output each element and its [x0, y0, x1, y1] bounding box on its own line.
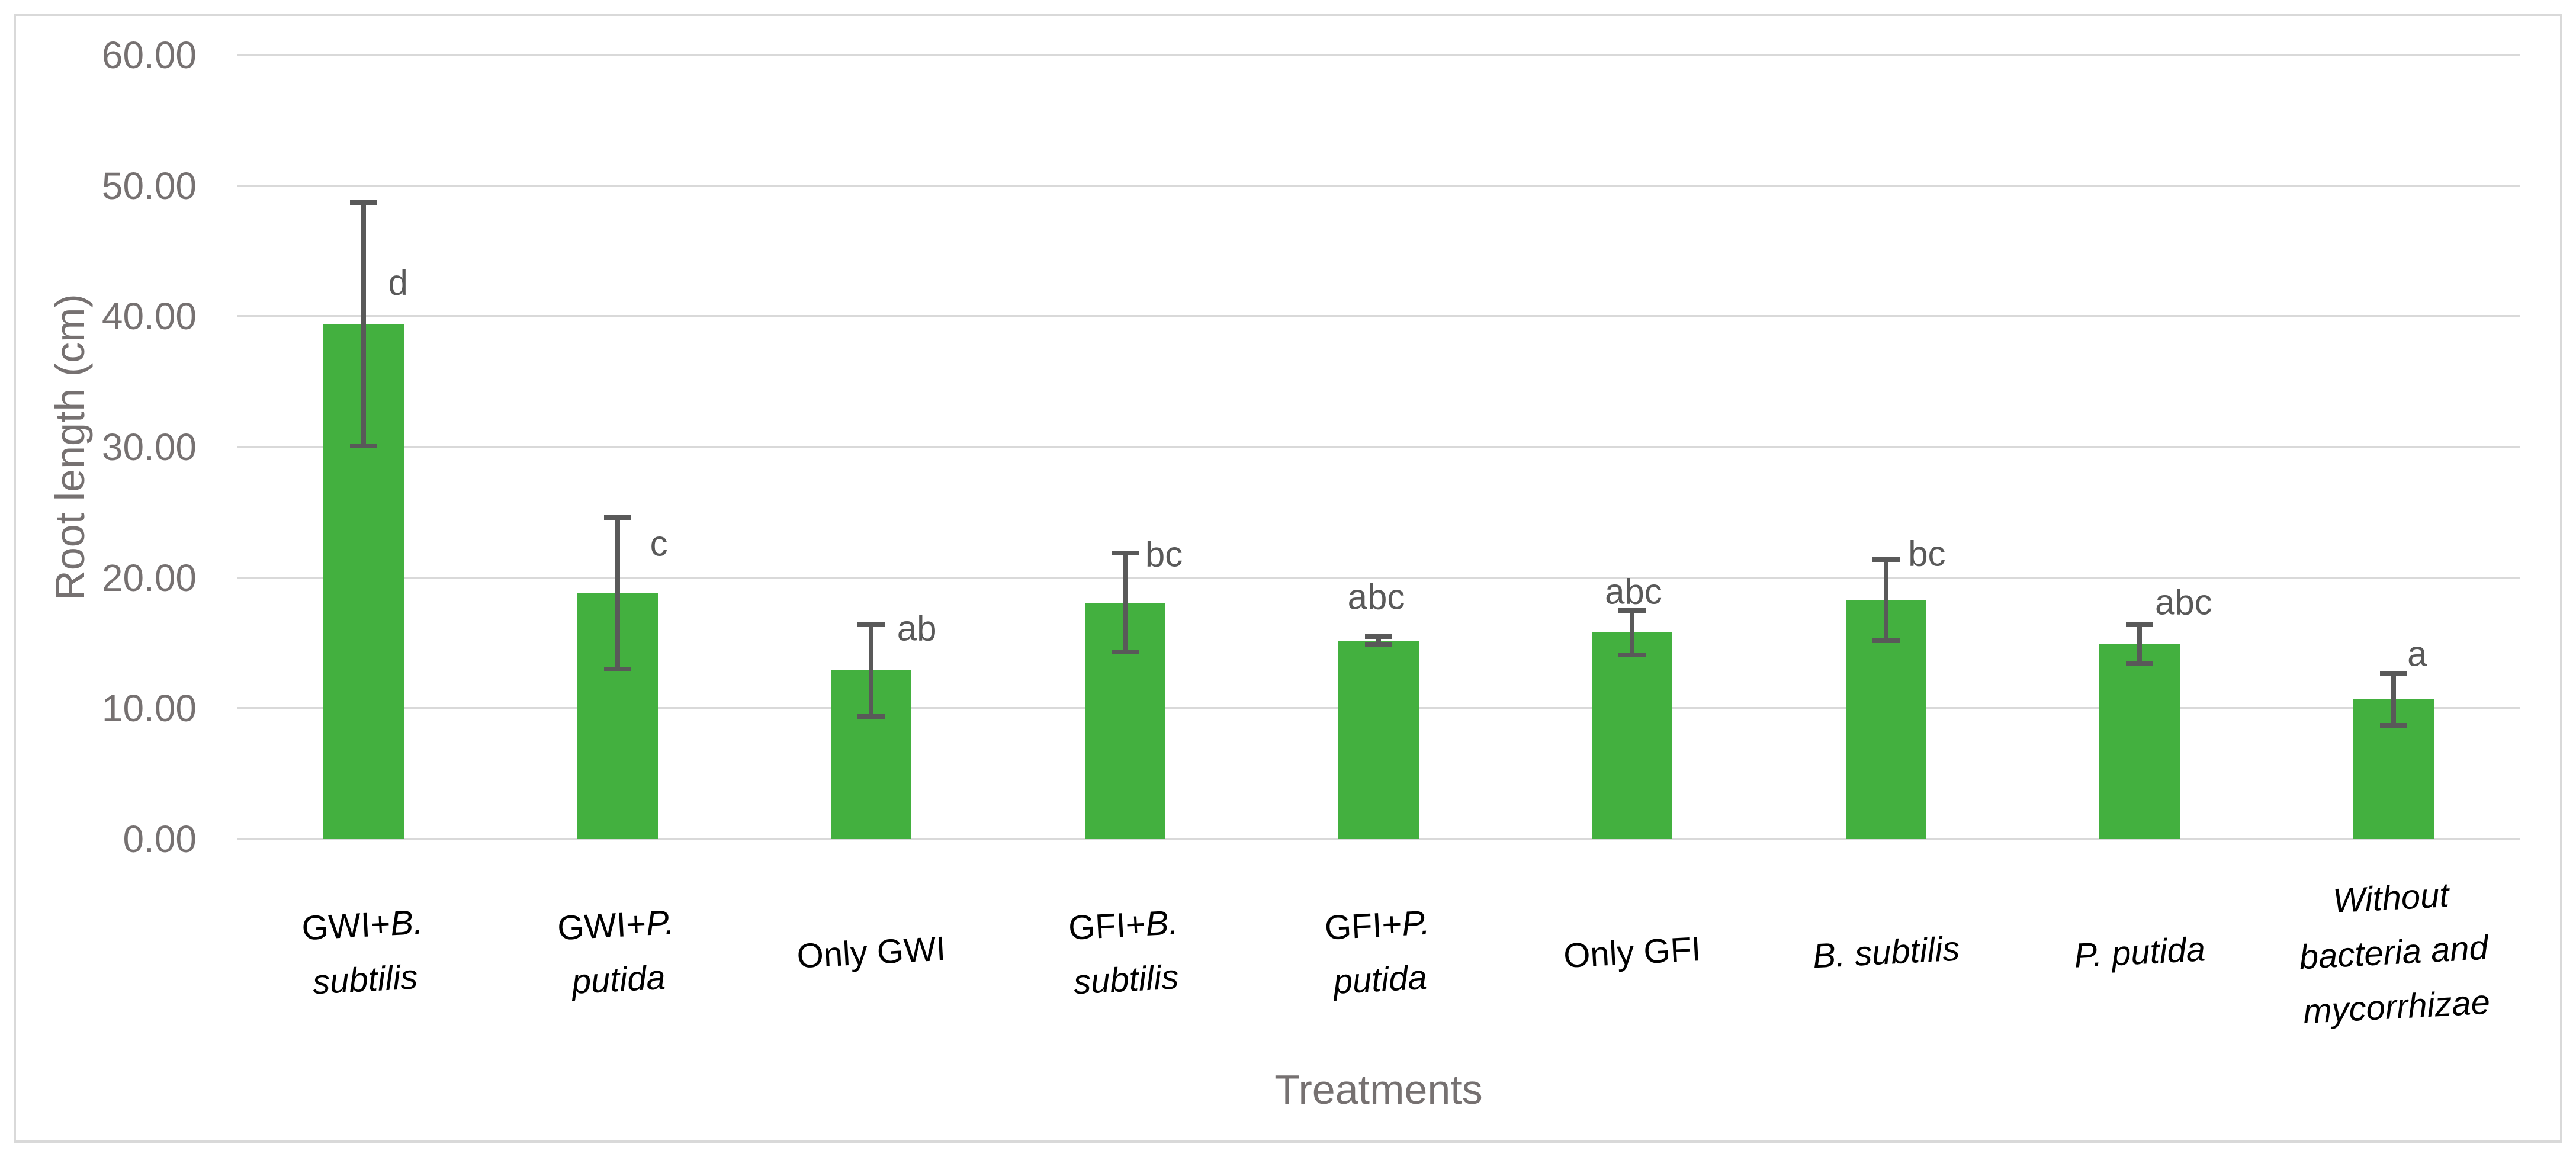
- x-category-label: Without bacteria and mycorrhizae: [2263, 869, 2524, 1037]
- error-bar-line: [1630, 610, 1635, 655]
- error-bar-line: [2391, 673, 2396, 726]
- x-category-label-line: GFI+P.: [1324, 903, 1431, 947]
- significance-letter: abc: [2154, 582, 2212, 622]
- error-bar-cap-top: [350, 200, 378, 205]
- error-bar-line: [869, 625, 874, 716]
- y-tick-label: 20.00: [101, 556, 197, 599]
- error-bar-cap-bottom: [2126, 661, 2154, 667]
- x-category-label: GFI+B. subtilis: [994, 869, 1256, 1037]
- gridline: [237, 315, 2520, 318]
- x-category-label: GWI+B. subtilis: [233, 869, 494, 1037]
- error-bar-cap-bottom: [2379, 723, 2407, 728]
- significance-letter: abc: [1605, 571, 1662, 612]
- gridline: [237, 54, 2520, 56]
- error-bar-cap-top: [603, 515, 631, 520]
- gridline: [237, 184, 2520, 187]
- gridline: [237, 446, 2520, 448]
- error-bar-cap-bottom: [603, 667, 631, 672]
- x-category-label-line: GWI+B.: [300, 902, 424, 948]
- error-bar-cap-top: [857, 622, 885, 628]
- error-bar-cap-bottom: [1618, 652, 1646, 657]
- x-category-label-line: P. putida: [2073, 930, 2206, 975]
- significance-letter: d: [388, 262, 408, 303]
- error-bar-cap-top: [1365, 634, 1392, 639]
- x-category-label-line: subtilis: [1072, 957, 1180, 1002]
- x-category-label: Only GFI: [1502, 869, 1764, 1037]
- significance-letter: c: [650, 523, 668, 564]
- chart-border: [14, 14, 2562, 1143]
- x-category-label: B. subtilis: [1755, 869, 2017, 1037]
- x-category-label-line: Only GFI: [1562, 929, 1702, 976]
- y-tick-label: 0.00: [123, 818, 197, 860]
- y-axis-title: Root length (cm): [47, 294, 93, 600]
- y-tick-label: 50.00: [101, 164, 197, 207]
- bar-p-putida: [2099, 644, 2180, 839]
- error-bar-line: [361, 203, 367, 446]
- error-bar-line: [1122, 552, 1128, 653]
- error-bar-cap-bottom: [1111, 650, 1139, 655]
- x-category-label-line: B. subtilis: [1811, 929, 1961, 976]
- error-bar-cap-top: [2379, 670, 2407, 676]
- x-category-label-line: subtilis: [311, 957, 419, 1002]
- y-tick-label: 10.00: [101, 687, 197, 730]
- significance-letter: bc: [1908, 534, 1946, 574]
- error-bar-cap-bottom: [857, 714, 885, 719]
- error-bar-cap-bottom: [350, 443, 378, 448]
- y-tick-label: 40.00: [101, 295, 197, 338]
- significance-letter: bc: [1145, 534, 1183, 574]
- x-category-label-line: putida: [571, 957, 667, 1002]
- error-bar-cap-bottom: [1365, 642, 1392, 647]
- bar-gfi-p-putida: [1338, 640, 1419, 839]
- x-category-label-line: Without: [2331, 876, 2450, 921]
- error-bar-line: [615, 518, 620, 670]
- x-category-label-line: putida: [1332, 957, 1428, 1002]
- error-bar-cap-top: [1618, 608, 1646, 613]
- x-category-label: Only GWI: [740, 869, 1002, 1037]
- x-axis-baseline: [237, 838, 2520, 840]
- x-category-label: P. putida: [2009, 869, 2271, 1037]
- bar-only-gfi: [1592, 632, 1673, 839]
- error-bar-cap-bottom: [1872, 638, 1900, 643]
- x-category-label: GWI+P. putida: [487, 869, 749, 1037]
- error-bar-line: [1883, 559, 1888, 641]
- significance-letter: a: [2407, 634, 2427, 674]
- x-category-label-line: Only GWI: [795, 929, 947, 976]
- x-category-label-line: mycorrhizae: [2302, 982, 2491, 1032]
- x-category-label-line: GFI+B.: [1067, 903, 1180, 947]
- gridline: [237, 576, 2520, 579]
- error-bar-line: [2137, 625, 2143, 664]
- error-bar-cap-top: [2126, 622, 2154, 628]
- x-category-label: GFI+P. putida: [1248, 869, 1509, 1037]
- significance-letter: ab: [897, 608, 937, 648]
- error-bar-cap-top: [1111, 550, 1139, 555]
- x-axis-title: Treatments: [1274, 1066, 1483, 1113]
- error-bar-line: [1376, 636, 1381, 645]
- error-bar-cap-top: [1872, 557, 1900, 562]
- x-category-label-line: bacteria and: [2298, 928, 2489, 977]
- significance-letter: abc: [1347, 577, 1405, 617]
- y-tick-label: 60.00: [101, 34, 197, 76]
- y-tick-label: 30.00: [101, 426, 197, 468]
- x-category-label-line: GWI+P.: [557, 902, 676, 948]
